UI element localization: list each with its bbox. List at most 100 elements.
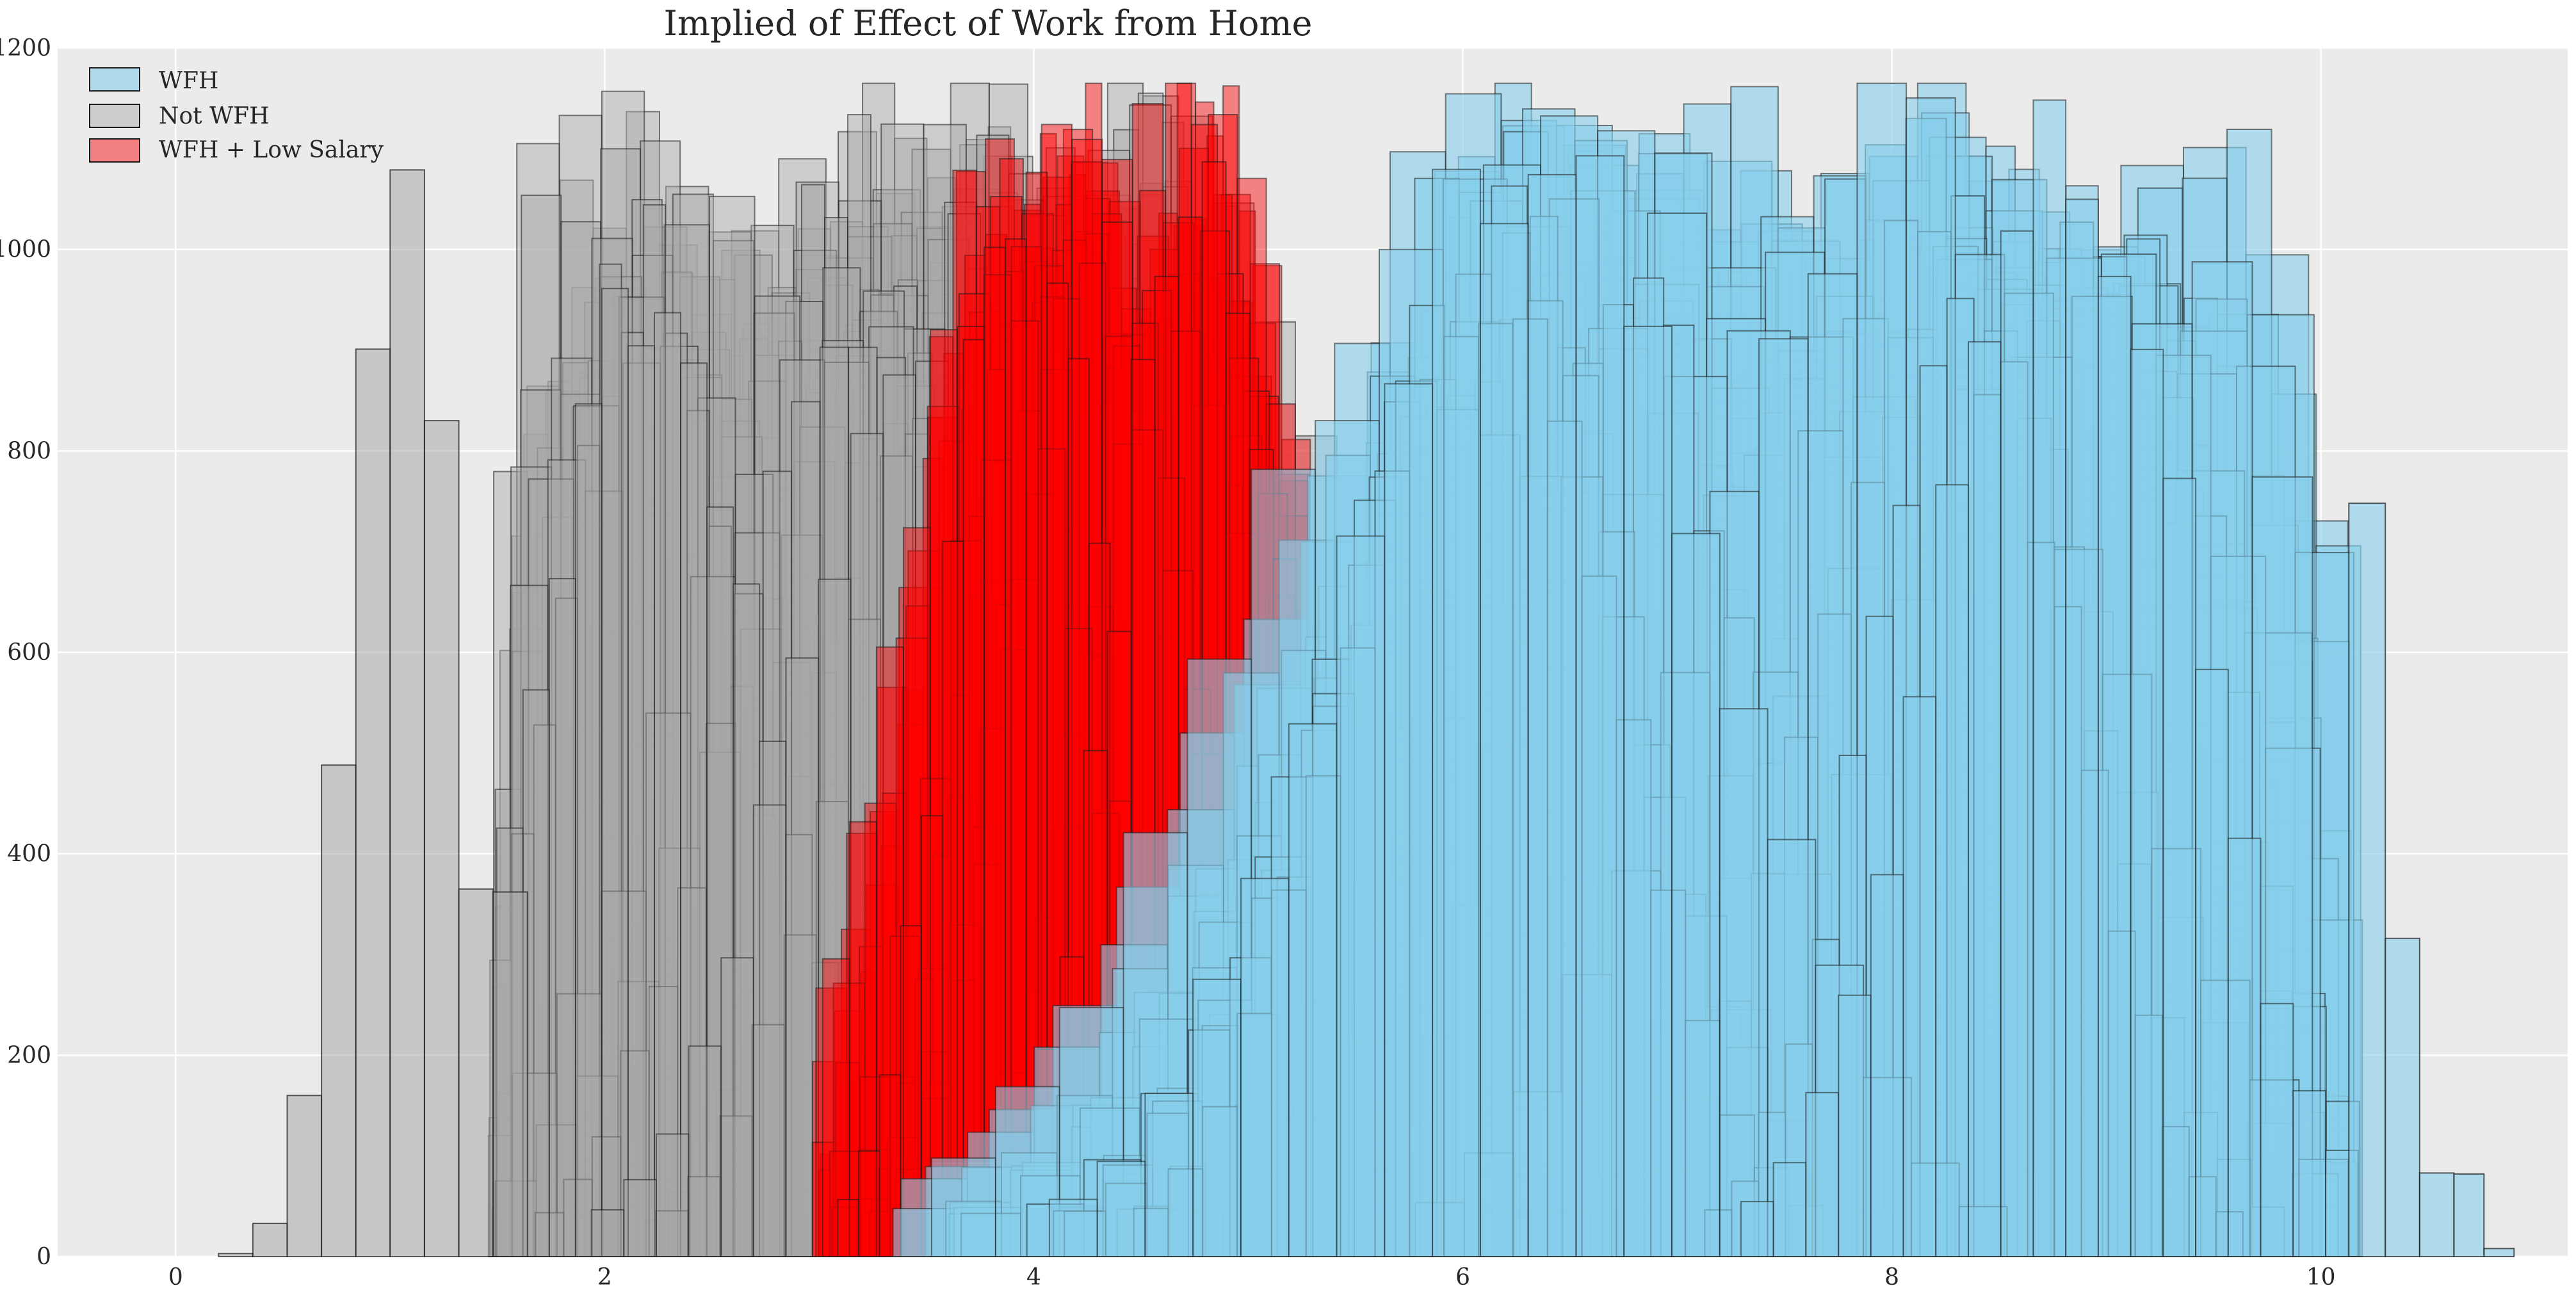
- histogram-bar-wfh: [1772, 1162, 1807, 1257]
- histogram-bar-wfh: [1288, 723, 1338, 1257]
- histogram-bar-not-wfh: [640, 347, 683, 1257]
- histogram-bar-wfh: [1048, 1198, 1098, 1258]
- y-tick-label: 400: [7, 841, 51, 867]
- histogram-bar-not-wfh: [751, 1024, 785, 1258]
- histogram-bar-not-wfh: [601, 287, 629, 1258]
- histogram-bar-not-wfh: [733, 583, 761, 1257]
- histogram-bar-wfh: [1240, 878, 1290, 1257]
- histogram-bar-not-wfh: [591, 1136, 622, 1258]
- legend-label-wfh-low-salary: WFH + Low Salary: [159, 137, 384, 163]
- histogram-bar-not-wfh: [622, 298, 667, 1257]
- histogram-bar-not-wfh: [252, 1223, 288, 1257]
- histogram-bar-not-wfh: [815, 801, 849, 1258]
- histogram-bar-wfh-low-salary: [857, 1150, 880, 1257]
- histogram-bar-not-wfh: [688, 1045, 722, 1258]
- histogram-bar-not-wfh: [690, 575, 736, 1258]
- histogram-bar-not-wfh: [532, 1175, 575, 1257]
- histogram-bar-wfh-low-salary: [962, 339, 985, 1257]
- histogram-bar-not-wfh: [711, 476, 750, 1257]
- legend-swatch-wfh-low-salary: [89, 138, 140, 163]
- histogram-bar-not-wfh: [585, 490, 624, 1257]
- legend-label-wfh: WFH: [159, 68, 218, 94]
- histogram-bar-wfh: [1192, 978, 1242, 1258]
- histogram-bar-not-wfh: [537, 1213, 579, 1257]
- histogram-bar-wfh: [2483, 1248, 2515, 1257]
- histogram-bar-not-wfh: [591, 237, 633, 1257]
- x-tick-label: 8: [1884, 1264, 1899, 1291]
- histogram-bar-not-wfh: [692, 1139, 718, 1258]
- x-tick-label: 2: [597, 1264, 612, 1291]
- histogram-bar-wfh: [2453, 1173, 2485, 1258]
- histogram-bar-wfh: [2385, 937, 2420, 1257]
- x-tick-label: 4: [1026, 1264, 1041, 1291]
- histogram-bar-not-wfh: [677, 887, 707, 1257]
- legend-swatch-wfh: [89, 67, 140, 92]
- histogram-bar-wfh: [1575, 155, 1625, 1257]
- histogram-bar-wfh: [2097, 275, 2132, 1257]
- histogram-bar-wfh: [1384, 383, 1434, 1258]
- histogram-bar-not-wfh: [560, 393, 602, 1257]
- histogram-bar-not-wfh: [645, 712, 692, 1257]
- histogram-bar-not-wfh: [617, 981, 660, 1257]
- histogram-bar-not-wfh: [793, 461, 836, 1257]
- histogram-bar-not-wfh: [655, 1210, 689, 1257]
- histogram-bar-not-wfh: [734, 593, 764, 1257]
- x-tick-label: 6: [1455, 1264, 1470, 1291]
- histogram-bar-not-wfh: [654, 312, 682, 1257]
- histogram-bar-wfh-low-salary: [837, 1198, 859, 1257]
- histogram-bar-wfh: [2260, 1002, 2294, 1258]
- histogram-bar-not-wfh: [492, 891, 528, 1258]
- histogram-bar-not-wfh: [526, 385, 561, 1257]
- histogram-bar-wfh: [2000, 230, 2034, 1257]
- histogram-bar-not-wfh: [793, 250, 838, 1257]
- histogram-bar-wfh: [2065, 198, 2099, 1257]
- histogram-bar-wfh: [1805, 1091, 1840, 1257]
- histogram-bar-not-wfh: [533, 724, 556, 1257]
- histogram-bar-wfh: [1719, 708, 1769, 1257]
- y-tick-label: 1000: [0, 237, 51, 263]
- histogram-bar-not-wfh: [577, 444, 601, 1257]
- histogram-bar-not-wfh: [548, 577, 576, 1257]
- histogram-bar-wfh: [1527, 173, 1577, 1258]
- histogram-bar-not-wfh: [720, 957, 754, 1257]
- histogram-bar-wfh: [2348, 503, 2386, 1258]
- histogram-bar-not-wfh: [796, 1046, 820, 1257]
- histogram-bar-wfh: [2195, 668, 2229, 1258]
- histogram-bar-not-wfh: [458, 888, 494, 1257]
- histogram-bar-wfh: [2130, 348, 2164, 1257]
- histogram-bar-not-wfh: [777, 340, 802, 1258]
- histogram-bar-wfh: [931, 1157, 996, 1258]
- histogram-bar-wfh: [1671, 533, 1721, 1257]
- x-tick-label: 0: [168, 1264, 183, 1291]
- histogram-bar-wfh: [1336, 535, 1386, 1257]
- histogram-bar-not-wfh: [627, 345, 656, 1257]
- histogram-bar-not-wfh: [389, 169, 425, 1258]
- histogram-bar-not-wfh: [562, 935, 601, 1257]
- legend-label-not-wfh: Not WFH: [159, 103, 269, 129]
- histogram-bar-wfh: [1740, 1201, 1774, 1258]
- histogram-bar-wfh: [1432, 168, 1481, 1257]
- histogram-bar-wfh: [2227, 837, 2262, 1258]
- histogram-bar-not-wfh: [547, 459, 587, 1257]
- histogram-bar-wfh: [1623, 325, 1673, 1257]
- histogram-bar-not-wfh: [423, 420, 460, 1258]
- histogram-bar-not-wfh: [620, 332, 644, 1257]
- histogram-bar-not-wfh: [753, 312, 795, 1257]
- histogram-bar-wfh: [2032, 99, 2067, 1257]
- legend-swatch-not-wfh: [89, 104, 140, 128]
- histogram-bar-wfh: [2162, 478, 2197, 1257]
- histogram-bar-not-wfh: [321, 764, 357, 1258]
- histogram-bar-wfh: [2418, 1172, 2455, 1257]
- y-axis-ticks: 0 200 400 600 800 1000 1200: [0, 35, 51, 1270]
- histogram-bar-not-wfh: [655, 1133, 690, 1257]
- histogram-bar-not-wfh: [759, 741, 787, 1257]
- histogram-bar-not-wfh: [680, 362, 708, 1257]
- histogram-bar-not-wfh: [708, 195, 756, 1257]
- histogram-bar-not-wfh: [734, 532, 781, 1257]
- y-tick-label: 1200: [0, 35, 51, 61]
- y-tick-label: 800: [7, 438, 51, 464]
- histogram-bar-not-wfh: [590, 1209, 625, 1258]
- histogram-bar-not-wfh: [572, 405, 620, 1257]
- histogram-bar-not-wfh: [556, 993, 603, 1258]
- chart-title: Implied of Effect of Work from Home: [663, 3, 1312, 44]
